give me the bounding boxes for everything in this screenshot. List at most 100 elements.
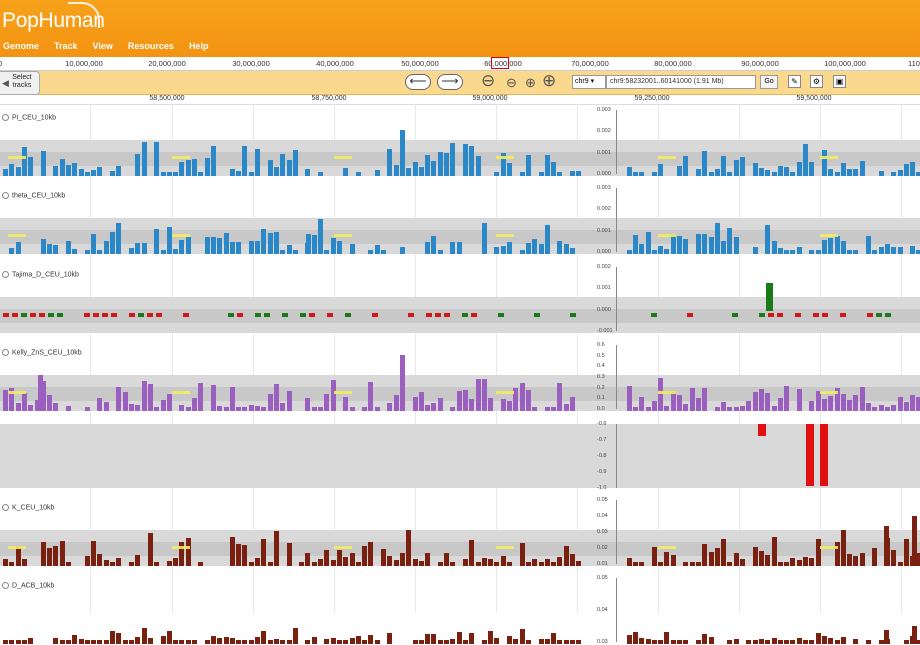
chart-bar [765,555,770,566]
track-axis-label: 0.1 [597,395,605,402]
chart-bar [116,223,121,254]
chart-bar [123,392,128,411]
track-label[interactable]: Pi_CEU_10kb [2,114,56,121]
chart-bar [813,313,819,317]
chart-bar [520,543,525,566]
track-axis-label: 0.02 [597,545,608,551]
chart-bar [494,562,499,566]
ruler-tick-label: 60,000,000 [484,59,522,68]
chart-bar [287,391,292,411]
track-name: K_CEU_10kb [12,504,55,512]
highlight-marker [496,546,514,549]
chart-bar [690,388,695,411]
settings-icon[interactable]: ⚙ [810,75,823,88]
chart-bar [293,628,298,644]
chart-bar [192,640,197,644]
highlight-marker [8,234,26,237]
menu-help[interactable]: Help [188,41,209,51]
chart-bar [419,392,424,411]
chart-bar [816,633,821,644]
region-input[interactable]: chr9:58232001..60141000 (1.91 Mb) [606,75,756,89]
ruler-tick-label: 80,000,000 [654,59,692,68]
chart-bar [387,149,392,176]
chart-bar [450,562,455,566]
chart-bar [809,250,814,254]
chart-bar [658,246,663,254]
current-region-marker[interactable] [491,57,509,69]
chart-bar [318,172,323,176]
track-radio-icon[interactable] [2,114,9,121]
track-radio-icon[interactable] [2,192,9,199]
chart-bar [3,169,8,176]
chart-bar [476,156,481,176]
track-axis-label: -0.6 [597,421,607,427]
track-label[interactable]: K_CEU_10kb [2,504,54,511]
track-radio-icon[interactable] [2,504,9,511]
menu-view[interactable]: View [92,41,113,51]
chart-bar [293,250,298,254]
track-label[interactable]: Kelly_ZnS_CEU_10kb [2,349,82,356]
chart-bar [520,250,525,254]
menu-track[interactable]: Track [54,41,78,51]
chart-bar [22,147,27,176]
zoom-out-small-button[interactable]: ⊖ [506,75,517,91]
pan-left-button[interactable]: ⟵ [405,74,431,90]
track-radio-icon[interactable] [2,271,9,278]
chart-bar [280,250,285,254]
track-label[interactable]: D_ACB_10kb [2,582,54,589]
chart-bar [116,166,121,176]
chart-bar [205,640,210,644]
track-label[interactable]: Tajima_D_CEU_10kb [2,271,79,278]
chart-bar [444,313,450,317]
chart-bar [639,397,644,411]
zoom-in-small-button[interactable]: ⊕ [525,75,536,91]
chart-bar [9,562,14,566]
chart-bar [154,229,159,254]
chart-bar [784,167,789,176]
chart-bar [53,403,58,411]
go-button[interactable]: Go [760,75,778,89]
menu-genome[interactable]: Genome [3,41,40,51]
chart-bar [715,223,720,254]
chart-bar [53,245,58,254]
chevron-left-icon: ◀ [2,78,9,88]
chart-bar [696,562,701,566]
chart-bar [192,159,197,176]
chart-bar [167,561,172,566]
track-radio-icon[interactable] [2,582,9,589]
chart-bar [318,407,323,411]
zoom-out-large-button[interactable]: ⊖ [481,72,495,89]
chromosome-select[interactable]: chr9 ▾ [572,75,606,89]
chart-bar [327,313,333,317]
menu-resources[interactable]: Resources [127,41,174,51]
track-label[interactable]: theta_CEU_10kb [2,192,65,199]
chart-bar [230,638,235,644]
chart-bar [255,313,261,317]
chart-bar [79,169,84,176]
track-axis-line [616,110,617,174]
chromosome-ruler[interactable]: 0 10,000,000 20,000,000 30,000,000 40,000,00… [0,57,920,71]
chart-bar [866,403,871,411]
track-band-inner [0,309,920,323]
chart-bar [230,537,235,566]
highlight-marker [820,546,838,549]
zoom-in-large-button[interactable]: ⊕ [542,72,556,89]
chart-bar [884,526,889,566]
chart-bar [526,390,531,411]
chart-bar [758,424,766,436]
chart-bar [438,398,443,411]
chart-bar [721,539,726,566]
track-axis-label: 0.0 [597,406,605,412]
track-radio-icon[interactable] [2,349,9,356]
chart-bar [261,407,266,411]
bookmark-icon[interactable]: ▣ [833,75,846,88]
chart-bar [85,172,90,176]
highlight-icon[interactable]: ✎ [788,75,801,88]
select-tracks-button[interactable]: ◀ Select tracks [0,71,40,95]
track-band-inner [0,152,920,166]
chart-bar [450,407,455,411]
chart-bar [350,553,355,566]
chart-bar [230,387,235,411]
chart-bar [501,246,506,254]
pan-right-button[interactable]: ⟶ [437,74,463,90]
